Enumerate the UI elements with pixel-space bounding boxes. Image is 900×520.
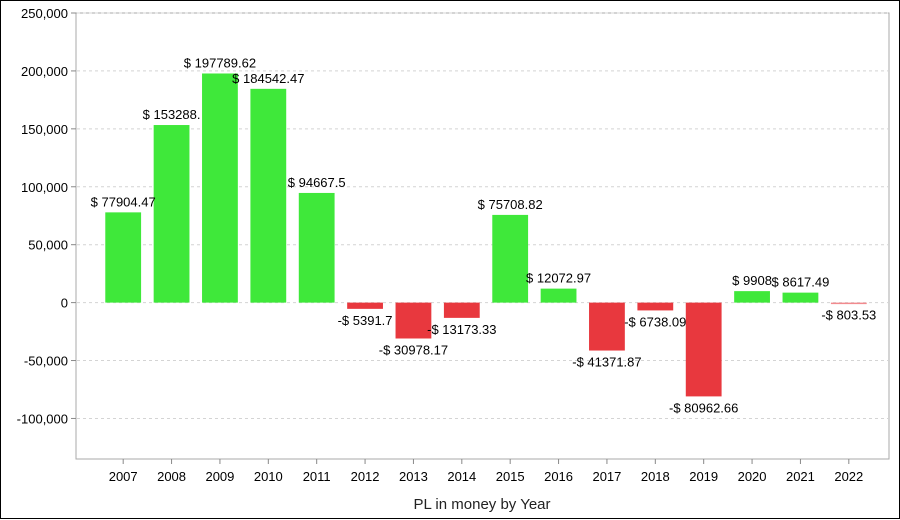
x-tick-label: 2008 [157, 469, 186, 484]
bar-2009 [202, 73, 238, 303]
y-tick-label: 0 [61, 296, 68, 311]
bar-2021 [782, 292, 819, 303]
x-axis-ticks: 2007 2008 2009 2010 2011 2012 2013 2014 2015 2016… [109, 459, 863, 484]
data-label-2013: -$ 30978.17 [379, 342, 448, 357]
y-tick-label: -100,000 [17, 411, 68, 426]
x-tick-label: 2015 [496, 469, 525, 484]
y-tick-label: 200,000 [21, 64, 68, 79]
bar-2022 [830, 302, 867, 305]
data-labels: $ 77904.47 $ 153288. $ 197789.62$ 184542.4… [91, 55, 877, 415]
data-label-2014: -$ 13173.33 [427, 322, 496, 337]
y-tick-label: 50,000 [28, 238, 68, 253]
plot-area [75, 12, 890, 460]
bar-2011 [298, 192, 335, 303]
bar-2007 [105, 212, 142, 303]
y-axis-ticks: 250,000 200,000 150,000 100,000 50,000 0 -50,0… [17, 6, 76, 426]
data-label-2017: -$ 41371.87 [572, 355, 641, 370]
bar-2019 [685, 302, 722, 397]
x-tick-label: 2017 [592, 469, 621, 484]
bar-2014 [443, 302, 480, 318]
y-tick-label: 250,000 [21, 6, 68, 21]
bar-2013 [395, 302, 432, 339]
x-tick-label: 2021 [786, 469, 815, 484]
x-axis-title: PL in money by Year [413, 496, 550, 513]
data-label-2018: -$ 6738.09 [624, 314, 686, 329]
data-label-2015: $ 75708.82 [478, 197, 543, 212]
bar-2010 [250, 88, 287, 303]
data-label-2022: -$ 803.53 [821, 308, 876, 323]
data-label-2016: $ 12072.97 [526, 271, 591, 286]
x-tick-label: 2012 [351, 469, 380, 484]
data-label-2012: -$ 5391.7 [338, 313, 393, 328]
x-tick-label: 2011 [303, 469, 331, 484]
y-tick-label: -50,000 [24, 354, 68, 369]
bar-2018 [637, 302, 674, 311]
x-tick-label: 2019 [689, 469, 718, 484]
bars [105, 73, 867, 397]
bar-2016 [540, 288, 577, 303]
y-tick-label: 150,000 [21, 122, 68, 137]
x-tick-label: 2020 [738, 469, 767, 484]
x-tick-label: 2013 [399, 469, 428, 484]
data-label-2009: $ 197789.62 [184, 55, 256, 70]
bar-2012 [347, 302, 383, 309]
x-tick-label: 2014 [447, 469, 476, 484]
x-tick-label: 2022 [834, 469, 863, 484]
y-tick-label: 100,000 [21, 180, 68, 195]
data-label-2021: $ 8617.49 [772, 275, 830, 290]
data-label-2011: $ 94667.5 [288, 175, 346, 190]
data-label-2008: $ 153288. [143, 107, 201, 122]
bar-2015 [492, 214, 529, 303]
x-tick-label: 2016 [544, 469, 573, 484]
x-tick-label: 2010 [254, 469, 283, 484]
x-tick-label: 2007 [109, 469, 138, 484]
data-label-2010: $ 184542.47 [232, 71, 304, 86]
data-label-2007: $ 77904.47 [91, 194, 156, 209]
data-label-2020: $ 9908 [732, 273, 772, 288]
data-label-2019: -$ 80962.66 [669, 400, 738, 415]
bar-2017 [589, 302, 625, 351]
bar-2008 [153, 125, 190, 303]
x-tick-label: 2018 [641, 469, 670, 484]
x-tick-label: 2009 [205, 469, 234, 484]
bar-2020 [734, 291, 770, 303]
